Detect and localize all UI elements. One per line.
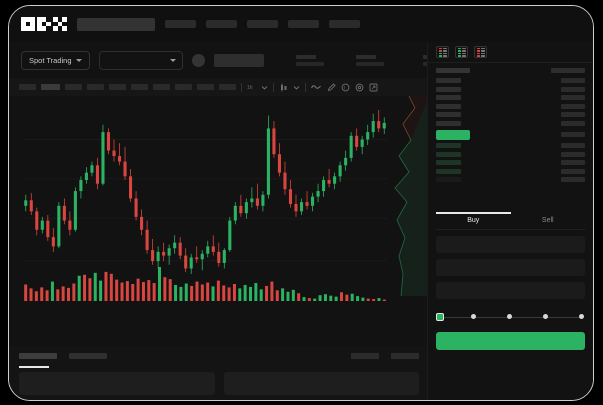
bottom-tab-open-orders[interactable]: [19, 353, 57, 359]
trade-form: Buy Sell: [428, 212, 593, 400]
fullscreen-icon[interactable]: [369, 83, 378, 92]
pair-name: [213, 53, 264, 67]
drawing-pencil-icon[interactable]: [327, 82, 336, 92]
depth-view-both-icon[interactable]: [436, 46, 449, 58]
device-frame: Spot Trading: [8, 5, 594, 401]
order-book-ask-row[interactable]: [436, 85, 585, 94]
timeframe-chip-4[interactable]: [87, 84, 104, 90]
slider-handle[interactable]: [436, 312, 444, 321]
nav-item-2[interactable]: [206, 20, 237, 28]
interval-dropdown-icon[interactable]: 1h: [247, 83, 256, 91]
spot-trading-dropdown[interactable]: Spot Trading: [21, 50, 90, 70]
amount-input[interactable]: [436, 259, 585, 276]
active-tab-underline: [19, 366, 49, 368]
order-book-bid-row[interactable]: [436, 167, 585, 176]
price-input[interactable]: [436, 236, 585, 253]
order-book-bid-row[interactable]: [436, 176, 585, 185]
order-book-ask-row[interactable]: [436, 111, 585, 120]
orders-tabs: [19, 353, 419, 368]
top-nav: [9, 6, 593, 42]
chart-type-chevron-icon[interactable]: [293, 84, 300, 91]
bottom-tab-order-history[interactable]: [69, 353, 107, 359]
depth-overlay-chart: [394, 96, 429, 296]
price-chart[interactable]: [9, 96, 429, 346]
buy-submit-button[interactable]: [436, 332, 585, 350]
stat-last-price: [295, 54, 324, 66]
svg-text:1h: 1h: [247, 85, 253, 91]
indicators-icon[interactable]: f: [341, 83, 350, 92]
order-book-header: [428, 42, 593, 63]
order-book-bid-row[interactable]: [436, 159, 585, 168]
nav-item-3[interactable]: [247, 20, 278, 28]
candlestick-series: [23, 110, 387, 274]
depth-view-asks-icon[interactable]: [474, 46, 487, 58]
order-book-bid-row[interactable]: [436, 142, 585, 151]
order-book-body: [428, 63, 593, 184]
slider-node-25: [471, 314, 476, 319]
timeframe-chip-7[interactable]: [153, 84, 170, 90]
line-chart-icon[interactable]: [311, 83, 322, 91]
interval-chevron-icon[interactable]: [261, 84, 268, 91]
bottom-card-1[interactable]: [19, 372, 215, 395]
toolbar-divider: [305, 82, 306, 92]
ob-col-amount: [551, 68, 585, 73]
order-book-ask-row[interactable]: [436, 94, 585, 103]
toolbar-divider: [241, 82, 242, 92]
order-book-ask-row[interactable]: [436, 102, 585, 111]
timeframe-chip-1[interactable]: [19, 84, 36, 90]
slider-node-100: [579, 314, 584, 319]
total-input[interactable]: [436, 282, 585, 299]
order-book-columns: [436, 68, 585, 73]
amount-percent-slider[interactable]: [436, 312, 585, 322]
active-tab-underline: [436, 212, 511, 214]
chevron-down-icon: [75, 58, 82, 62]
search-input[interactable]: [77, 17, 155, 31]
bottom-action-1[interactable]: [351, 353, 379, 359]
spot-trading-label: Spot Trading: [29, 55, 72, 65]
ob-col-price: [436, 68, 470, 73]
order-book-panel: Buy Sell: [427, 42, 593, 400]
tab-sell[interactable]: Sell: [541, 217, 554, 224]
order-book-bid-row[interactable]: [436, 150, 585, 159]
nav-item-4[interactable]: [288, 20, 319, 28]
okx-logo-icon[interactable]: [21, 17, 67, 31]
nav-item-5[interactable]: [329, 20, 360, 28]
tab-buy[interactable]: Buy: [467, 217, 480, 224]
timeframe-chip-10[interactable]: [219, 84, 236, 90]
timeframe-chip-6[interactable]: [131, 84, 148, 90]
slider-node-50: [507, 314, 512, 319]
stat-24h-change: [355, 54, 384, 66]
chart-toolbar: 1h f: [9, 78, 429, 96]
buy-sell-tabs: Buy Sell: [436, 212, 585, 230]
bottom-card-2[interactable]: [223, 372, 419, 395]
timeframe-chip-5[interactable]: [109, 84, 126, 90]
volume-series: [24, 267, 386, 301]
timeframe-chip-9[interactable]: [197, 84, 214, 90]
orders-cards: [19, 372, 419, 395]
timeframe-chip-3[interactable]: [65, 84, 82, 90]
order-book-ask-row[interactable]: [436, 119, 585, 128]
chevron-down-icon: [169, 58, 176, 62]
orders-panel: [9, 346, 429, 400]
bottom-action-2[interactable]: [391, 353, 419, 359]
toolbar-divider: [273, 82, 274, 92]
chart-type-dropdown-icon[interactable]: [279, 83, 288, 92]
order-book-last-price: [436, 129, 470, 140]
coin-avatar-icon: [191, 53, 205, 67]
timeframe-chip-8[interactable]: [175, 84, 192, 90]
depth-view-bids-icon[interactable]: [455, 46, 468, 58]
order-book-ask-row[interactable]: [436, 77, 585, 86]
slider-node-75: [543, 314, 548, 319]
settings-gear-icon[interactable]: [355, 83, 364, 92]
timeframe-chip-2[interactable]: [41, 84, 60, 90]
app-screen: Spot Trading: [9, 6, 593, 400]
svg-text:f: f: [344, 85, 346, 90]
pair-select-dropdown[interactable]: [98, 50, 183, 70]
nav-item-1[interactable]: [165, 20, 196, 28]
